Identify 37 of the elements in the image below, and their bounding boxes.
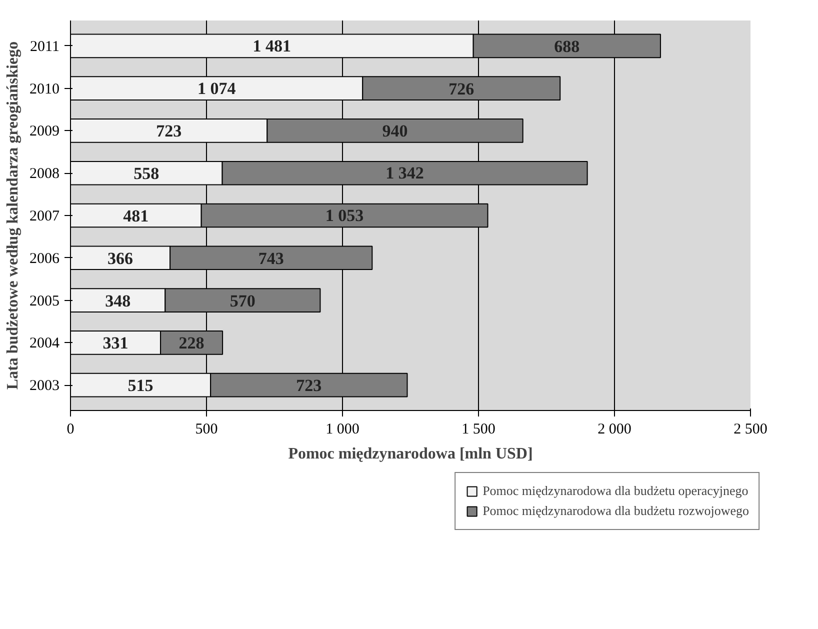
x-tick-label: 500 xyxy=(195,422,218,438)
x-axis-title: Pomoc międzynarodowa [mln USD] xyxy=(288,446,533,462)
y-tick-label: 2007 xyxy=(30,208,60,224)
x-tick-label: 2 000 xyxy=(598,422,632,438)
y-tick-label: 2006 xyxy=(30,250,60,267)
data-label: 743 xyxy=(258,248,284,268)
y-tick-label: 2011 xyxy=(30,38,60,55)
data-label: 331 xyxy=(102,334,128,353)
x-tick-label: 1 000 xyxy=(326,422,360,438)
data-label: 1 342 xyxy=(386,164,424,183)
y-tick-label: 2004 xyxy=(30,336,60,352)
data-label: 515 xyxy=(128,376,154,396)
y-axis-title: Lata budżetowe według kalendarza greogiańskiego xyxy=(4,41,22,390)
data-label: 481 xyxy=(123,206,149,226)
data-label: 1 074 xyxy=(197,78,236,98)
data-label: 1 053 xyxy=(325,206,364,225)
y-tick-label: 2005 xyxy=(30,293,60,310)
data-label: 723 xyxy=(296,376,322,396)
data-label: 348 xyxy=(105,291,131,310)
data-label: 688 xyxy=(554,36,580,56)
legend-label: Pomoc międzynarodowa dla budżetu operacyjnego xyxy=(482,483,748,499)
data-label: 558 xyxy=(134,164,160,184)
y-tick-label: 2010 xyxy=(30,81,60,98)
data-label: 940 xyxy=(382,122,408,141)
x-tick-label: 0 xyxy=(66,422,74,438)
legend-label: Pomoc międzynarodowa dla budżetu rozwojowego xyxy=(482,503,749,519)
data-label: 228 xyxy=(178,334,204,353)
data-label: 366 xyxy=(108,248,134,268)
y-tick-label: 2003 xyxy=(30,378,60,394)
data-label: 1 481 xyxy=(252,36,292,56)
data-label: 723 xyxy=(156,122,182,141)
x-tick-label: 2 500 xyxy=(734,422,768,438)
y-tick-label: 2008 xyxy=(30,166,60,182)
y-tick-label: 2009 xyxy=(30,124,60,140)
data-label: 570 xyxy=(230,291,256,310)
data-label: 726 xyxy=(448,79,474,98)
x-tick-label: 1 500 xyxy=(462,422,496,438)
